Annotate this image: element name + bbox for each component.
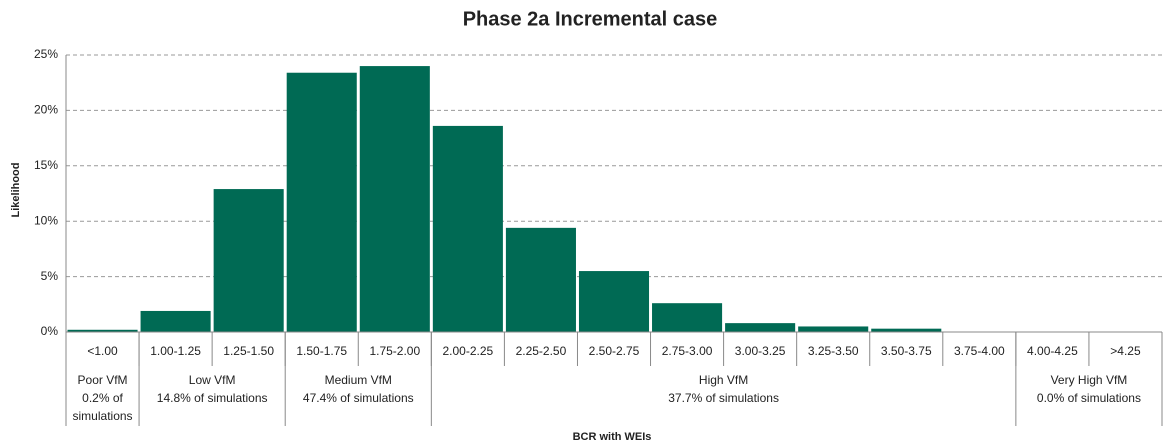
x-tick-label: <1.00 xyxy=(87,344,118,358)
x-tick-label: 1.00-1.25 xyxy=(150,344,201,358)
x-tick-label: 2.00-2.25 xyxy=(443,344,494,358)
x-tick-label: 2.75-3.00 xyxy=(662,344,713,358)
y-tick-label: 5% xyxy=(41,269,59,283)
x-tick-label: 1.50-1.75 xyxy=(296,344,347,358)
bar xyxy=(67,329,138,332)
group-label: 0.0% of simulations xyxy=(1037,391,1141,405)
group-label: 14.8% of simulations xyxy=(157,391,268,405)
x-tick-label: 3.00-3.25 xyxy=(735,344,786,358)
bar xyxy=(725,323,796,332)
bar xyxy=(505,227,576,332)
group-label: Very High VfM xyxy=(1051,373,1128,387)
group-label: Poor VfM xyxy=(78,373,128,387)
x-tick-label: 2.50-2.75 xyxy=(589,344,640,358)
group-label: High VfM xyxy=(699,373,748,387)
bar xyxy=(213,189,284,332)
bar xyxy=(140,310,211,332)
bar xyxy=(798,326,869,332)
x-tick-label: 1.75-2.00 xyxy=(369,344,420,358)
group-label: 0.2% of xyxy=(82,391,123,405)
y-tick-label: 20% xyxy=(34,103,58,117)
x-tick-label: >4.25 xyxy=(1110,344,1141,358)
bar xyxy=(871,328,942,332)
y-tick-label: 10% xyxy=(34,213,58,227)
group-label: Medium VfM xyxy=(325,373,392,387)
bar xyxy=(286,72,357,332)
bar xyxy=(359,66,430,332)
x-tick-label: 3.25-3.50 xyxy=(808,344,859,358)
bar xyxy=(652,303,723,332)
y-tick-label: 0% xyxy=(41,324,59,338)
chart-title: Phase 2a Incremental case xyxy=(463,8,718,30)
y-tick-label: 15% xyxy=(34,158,58,172)
x-tick-label: 1.25-1.50 xyxy=(223,344,274,358)
group-label: simulations xyxy=(73,409,133,423)
x-tick-label: 2.25-2.50 xyxy=(516,344,567,358)
x-axis-title: BCR with WEIs xyxy=(573,431,652,443)
x-tick-label: 3.75-4.00 xyxy=(954,344,1005,358)
group-label: 37.7% of simulations xyxy=(668,391,779,405)
y-axis-title: Likelihood xyxy=(10,163,22,218)
x-tick-label: 4.00-4.25 xyxy=(1027,344,1078,358)
group-label: Low VfM xyxy=(189,373,236,387)
bar xyxy=(432,125,503,332)
group-label: 47.4% of simulations xyxy=(303,391,414,405)
bar xyxy=(578,271,650,332)
y-tick-label: 25% xyxy=(34,47,58,61)
x-tick-label: 3.50-3.75 xyxy=(881,344,932,358)
